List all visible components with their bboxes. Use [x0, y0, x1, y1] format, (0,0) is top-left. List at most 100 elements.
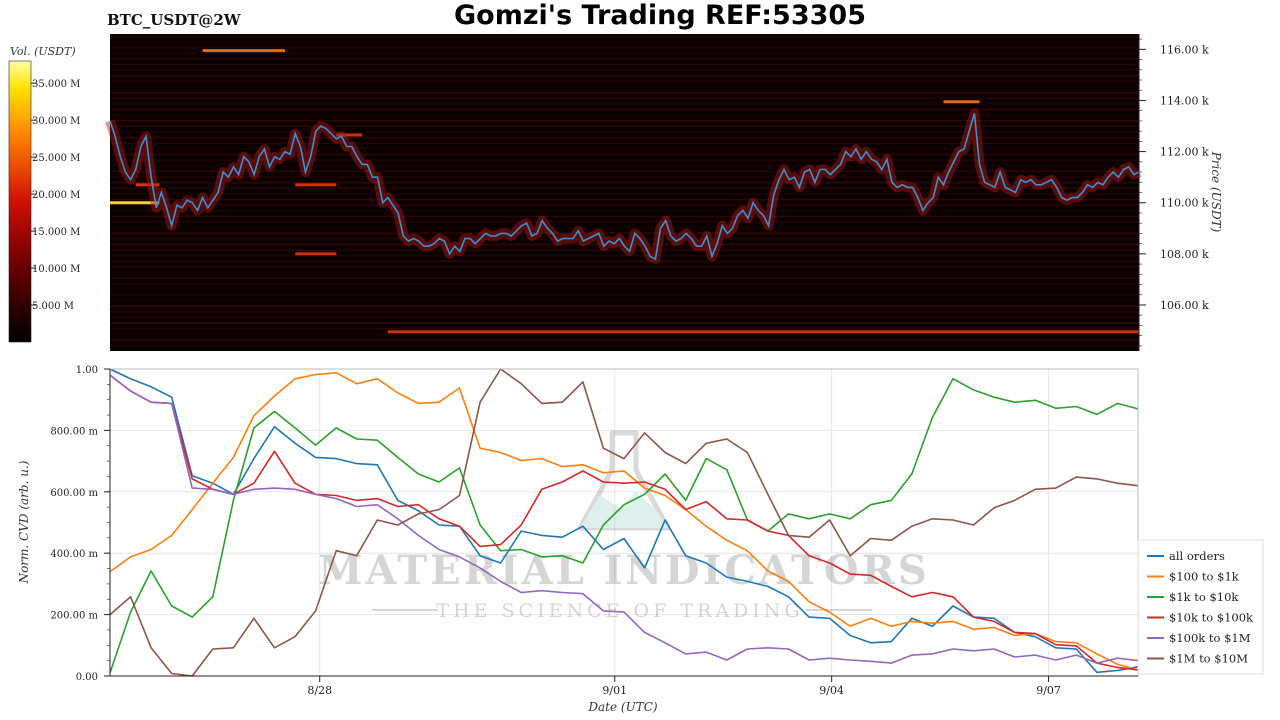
cvd-series-line — [109, 368, 1139, 677]
heatmap-band — [110, 153, 1139, 156]
heatmap-band — [110, 131, 1139, 133]
cvd-x-axis: 8/28 9/01 9/04 9/07 — [307, 676, 1061, 697]
heatmap-band — [110, 187, 1139, 190]
heatmap-band — [110, 209, 1139, 212]
cvd-series-line — [109, 368, 1139, 674]
heatmap-band — [110, 294, 1139, 296]
heatmap-band — [110, 221, 1139, 223]
heatmap-band — [110, 232, 1139, 235]
heatmap-band — [110, 52, 1139, 55]
price-axis-label: Price (USDT) — [1209, 151, 1223, 233]
cvd-x-tick-label: 9/07 — [1036, 684, 1061, 697]
heatmap-bands — [110, 35, 1139, 347]
colorbar-tick-label: 20.000 M — [32, 190, 80, 201]
cvd-y-tick-label: 1.00 — [76, 365, 98, 376]
cvd-panel: MATERIAL INDICATORS THE SCIENCE OF TRADI… — [17, 365, 1264, 714]
legend-item-label: $1M to $10M — [1169, 652, 1248, 666]
legend-item-label: all orders — [1169, 549, 1225, 563]
heatmap-band — [110, 299, 1139, 302]
colorbar-gradient — [8, 60, 32, 343]
colorbar-tick-label: 5.000 M — [32, 301, 74, 312]
heatmap-band — [110, 311, 1139, 313]
heatmap-band — [110, 125, 1139, 128]
heatmap-band — [110, 322, 1139, 324]
heatmap-band — [110, 271, 1139, 274]
heatmap-band — [110, 164, 1139, 167]
price-tick-label: 110.00 k — [1160, 197, 1209, 210]
heatmap-band — [110, 328, 1139, 330]
heatmap-band — [110, 204, 1139, 206]
heatmap-level — [387, 330, 1140, 334]
cvd-x-tick-label: 8/28 — [307, 684, 332, 697]
heatmap-level — [202, 49, 285, 53]
watermark-tagline: THE SCIENCE OF TRADING — [436, 600, 803, 622]
heatmap-band — [110, 198, 1139, 201]
heatmap-band — [110, 58, 1139, 60]
heatmap-band — [110, 339, 1139, 341]
price-line — [109, 113, 1140, 261]
colorbar-tick-label: 15.000 M — [32, 227, 80, 238]
heatmap-band — [110, 266, 1139, 268]
cvd-series-line — [109, 378, 1139, 674]
heatmap-band — [110, 288, 1139, 291]
cvd-x-tick-label: 9/04 — [819, 684, 844, 697]
heatmap-band — [110, 238, 1139, 240]
heatmap-band — [110, 35, 1139, 38]
heatmap-panel: 106.00 k 108.00 k 110.00 k 112.00 k 114.00 k… — [105, 34, 1223, 351]
heatmap-band — [110, 74, 1139, 77]
heatmap-band — [110, 114, 1139, 116]
cvd-x-tick-label: 9/01 — [602, 684, 627, 697]
heatmap-band — [110, 46, 1139, 49]
heatmap-band — [110, 254, 1139, 257]
symbol-label: BTC_USDT@2W — [107, 11, 242, 29]
cvd-series-line — [109, 374, 1139, 664]
heatmap-band — [110, 260, 1139, 263]
colorbar-ticks: 5.000 M 10.000 M 15.000 M 20.000 M 25.000 M 3… — [31, 79, 80, 312]
heatmap-band — [110, 97, 1139, 100]
legend-box — [1137, 539, 1264, 675]
cvd-series-lines — [109, 368, 1139, 677]
heatmap-level — [295, 252, 337, 256]
heatmap-band — [110, 86, 1139, 88]
heatmap-band — [110, 142, 1139, 145]
legend-item-label: $10k to $100k — [1169, 611, 1254, 625]
heatmap-band — [110, 41, 1139, 43]
heatmap-band — [110, 249, 1139, 251]
cvd-y-tick-label: 600.00 m — [50, 488, 98, 499]
cvd-y-axis-label: Norm. CVD (arb. u.) — [17, 460, 31, 584]
heatmap-band — [110, 136, 1139, 139]
heatmap-band — [110, 69, 1139, 71]
watermark-name: MATERIAL INDICATORS — [318, 547, 930, 594]
colorbar-tick-label: 10.000 M — [32, 264, 80, 275]
heatmap-band — [110, 176, 1139, 178]
price-tick-label: 116.00 k — [1160, 43, 1209, 56]
price-tick-label: 112.00 k — [1160, 146, 1209, 159]
price-axis: 106.00 k 108.00 k 110.00 k 112.00 k 114.00 k… — [1138, 34, 1209, 351]
flask-icon — [577, 430, 671, 531]
heatmap-band — [110, 80, 1139, 83]
heatmap-band — [110, 344, 1139, 347]
heatmap-band — [110, 159, 1139, 161]
heatmap-band — [110, 181, 1139, 184]
heatmap-band — [110, 193, 1139, 195]
heatmap-band — [110, 63, 1139, 66]
cvd-series-line — [109, 374, 1139, 671]
heatmap-band — [110, 333, 1139, 336]
cvd-y-axis: 0.00 200.00 m 400.00 m 600.00 m 800.00 m 1.00 — [50, 365, 110, 683]
heatmap-band — [110, 277, 1139, 279]
heatmap-level — [110, 201, 160, 205]
legend-item-label: $1k to $10k — [1169, 590, 1239, 604]
chart-title: Gomzi's Trading REF:53305 — [454, 0, 866, 31]
heatmap-band — [110, 283, 1139, 285]
colorbar-label: Vol. (USDT) — [10, 45, 76, 58]
cvd-y-tick-label: 800.00 m — [50, 426, 98, 437]
legend-item-label: $100 to $1k — [1169, 570, 1240, 584]
heatmap-band — [110, 91, 1139, 94]
price-tick-label: 106.00 k — [1160, 299, 1209, 312]
cvd-y-tick-label: 200.00 m — [50, 611, 98, 622]
heatmap-band — [110, 316, 1139, 319]
heatmap-level — [295, 183, 337, 187]
heatmap-band — [110, 243, 1139, 246]
